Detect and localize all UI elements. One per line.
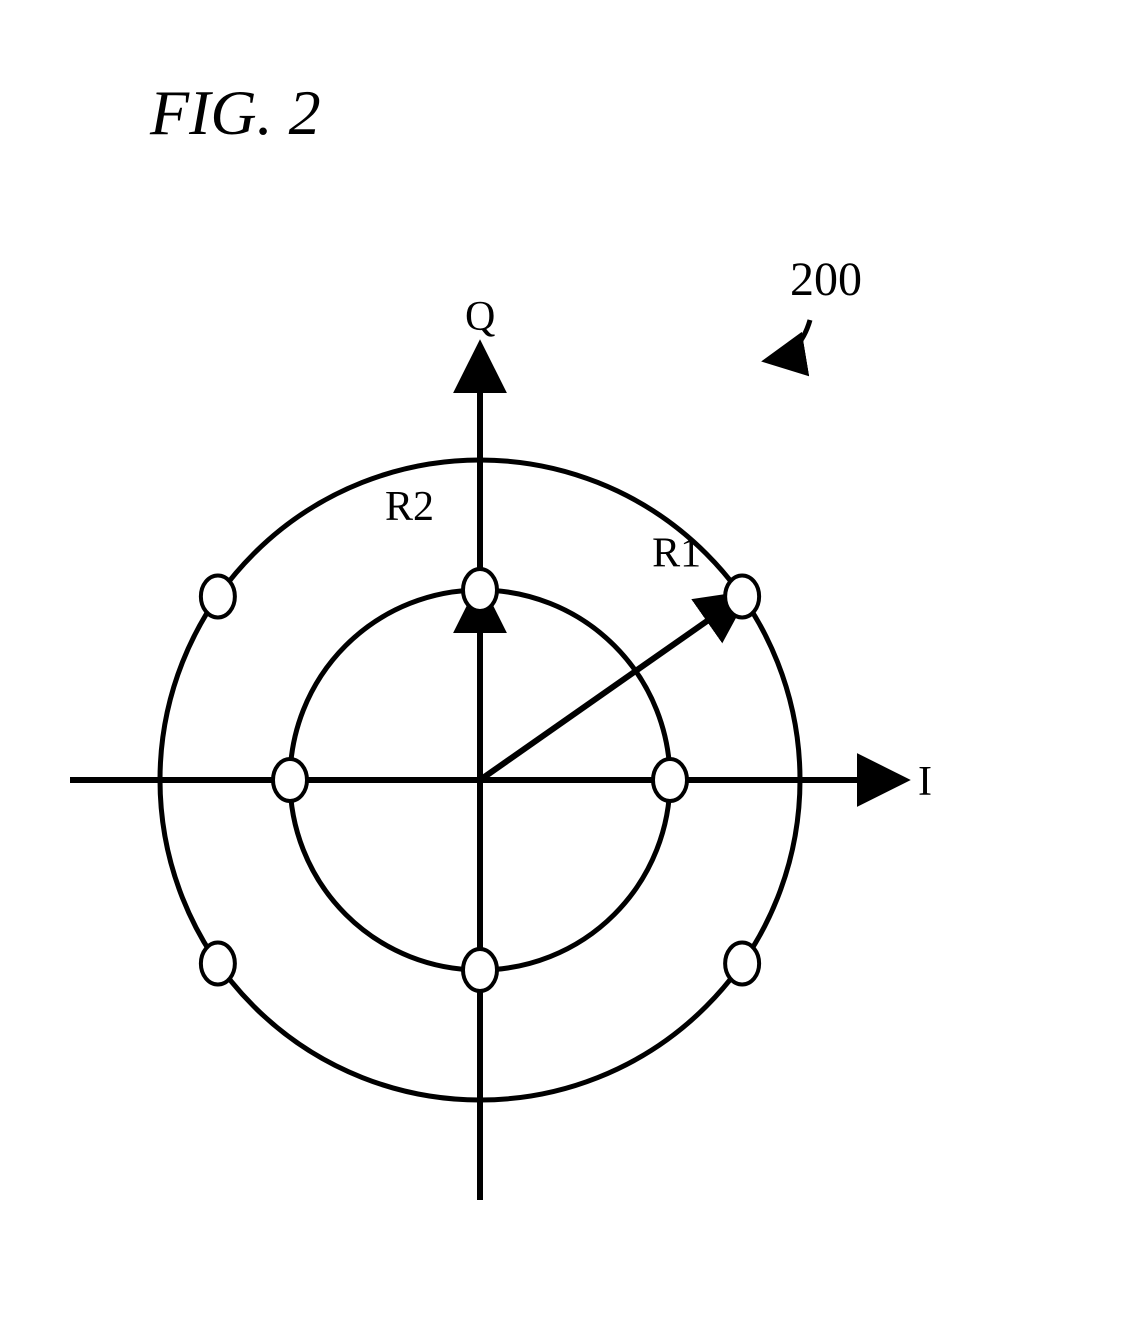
reference-numeral: 200	[790, 252, 862, 307]
figure-title: FIG. 2	[150, 76, 321, 150]
inner-point-0	[653, 759, 687, 801]
outer-point-0	[725, 575, 759, 617]
refnum-arrow	[770, 320, 810, 360]
outer-point-1	[201, 575, 235, 617]
figure-container: FIG. 2 200 I Q R1 R2	[0, 0, 1129, 1344]
r2-label: R2	[385, 484, 434, 530]
r1-label: R1	[652, 530, 701, 576]
x-axis-label: I	[918, 759, 932, 805]
diagram-svg: I Q R1 R2	[0, 0, 1129, 1344]
inner-point-2	[273, 759, 307, 801]
r1-arrow	[480, 596, 742, 780]
outer-point-3	[725, 943, 759, 985]
inner-point-3	[463, 949, 497, 991]
y-axis-label: Q	[465, 294, 495, 340]
inner-point-1	[463, 569, 497, 611]
outer-point-2	[201, 943, 235, 985]
